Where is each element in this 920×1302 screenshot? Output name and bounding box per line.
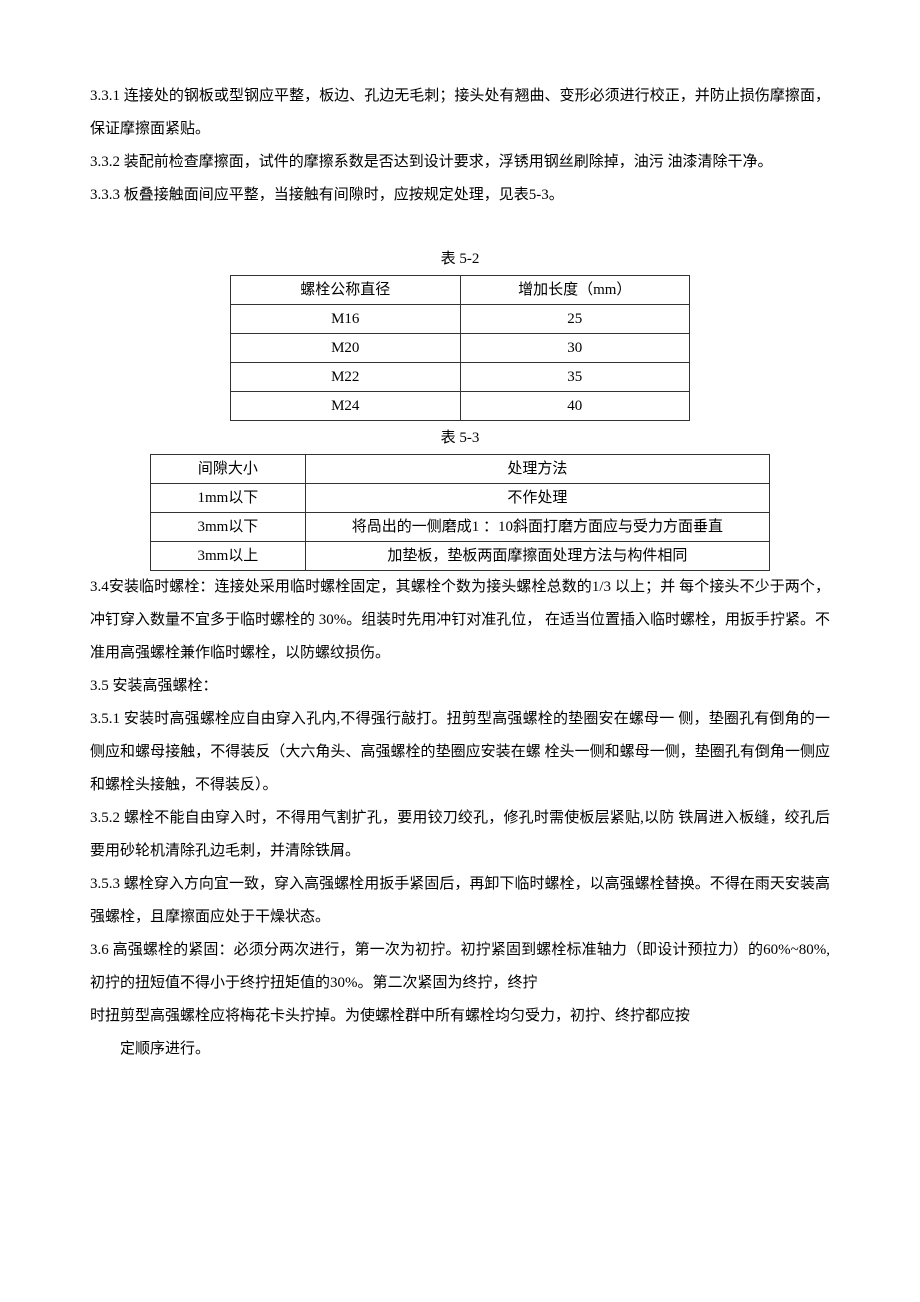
table-cell: 25: [460, 305, 690, 334]
table-cell: M20: [231, 334, 461, 363]
paragraph-3-5-2: 3.5.2 螺栓不能自由穿入时，不得用气割扩孔，要用铰刀绞孔，修孔时需使板层紧贴…: [90, 802, 830, 868]
table-row: 3mm以下 将咼出的一侧磨成1 ：10斜面打磨方面应与受力方面垂直: [151, 513, 770, 542]
table-row: 1mm以下 不作处理: [151, 484, 770, 513]
paragraph-3-4: 3.4安装临时螺栓：连接处采用临时螺栓固定，其螺栓个数为接头螺栓总数的1/3 以…: [90, 571, 830, 670]
table-cell: 35: [460, 363, 690, 392]
paragraph-3-6-line2: 时扭剪型高强螺栓应将梅花卡头拧掉。为使螺栓群中所有螺栓均匀受力，初拧、终拧都应按: [90, 1000, 830, 1033]
table-header-cell: 螺栓公称直径: [231, 276, 461, 305]
table-cell: 40: [460, 392, 690, 421]
table-cell: M22: [231, 363, 461, 392]
table-row: 螺栓公称直径 增加长度（mm）: [231, 276, 690, 305]
table-cell: 30: [460, 334, 690, 363]
paragraph-3-5-1: 3.5.1 安装时高强螺栓应自由穿入孔内,不得强行敲打。扭剪型高强螺栓的垫圈安在…: [90, 703, 830, 802]
table-cell: 1mm以下: [151, 484, 306, 513]
table-5-2: 螺栓公称直径 增加长度（mm） M16 25 M20 30 M22 35 M24…: [230, 275, 690, 421]
table-5-2-caption: 表 5-2: [90, 246, 830, 273]
table-header-cell: 增加长度（mm）: [460, 276, 690, 305]
paragraph-3-5: 3.5 安装高强螺栓：: [90, 670, 830, 703]
paragraph-3-5-3: 3.5.3 螺栓穿入方向宜一致，穿入高强螺栓用扳手紧固后，再卸下临时螺栓，以高强…: [90, 868, 830, 934]
table-row: M22 35: [231, 363, 690, 392]
table-5-3: 间隙大小 处理方法 1mm以下 不作处理 3mm以下 将咼出的一侧磨成1 ：10…: [150, 454, 770, 571]
table-row: 3mm以上 加垫板，垫板两面摩擦面处理方法与构件相同: [151, 542, 770, 571]
paragraph-3-6-line3: 定顺序进行。: [90, 1033, 830, 1066]
table-cell: M16: [231, 305, 461, 334]
table-row: M20 30: [231, 334, 690, 363]
table-row: 间隙大小 处理方法: [151, 455, 770, 484]
table-row: M16 25: [231, 305, 690, 334]
table-cell: M24: [231, 392, 461, 421]
table-header-cell: 间隙大小: [151, 455, 306, 484]
table-cell: 3mm以上: [151, 542, 306, 571]
table-cell: 不作处理: [305, 484, 769, 513]
table-5-3-caption: 表 5-3: [90, 425, 830, 452]
table-cell: 3mm以下: [151, 513, 306, 542]
paragraph-3-3-2: 3.3.2 装配前检查摩擦面，试件的摩擦系数是否达到设计要求，浮锈用钢丝刷除掉，…: [90, 146, 830, 179]
table-cell: 加垫板，垫板两面摩擦面处理方法与构件相同: [305, 542, 769, 571]
paragraph-3-3-1: 3.3.1 连接处的钢板或型钢应平整，板边、孔边无毛刺；接头处有翘曲、变形必须进…: [90, 80, 830, 146]
table-header-cell: 处理方法: [305, 455, 769, 484]
table-cell: 将咼出的一侧磨成1 ：10斜面打磨方面应与受力方面垂直: [305, 513, 769, 542]
paragraph-3-3-3: 3.3.3 板叠接触面间应平整，当接触有间隙时，应按规定处理，见表5-3。: [90, 179, 830, 212]
paragraph-3-6-line1: 3.6 高强螺栓的紧固：必须分两次进行，第一次为初拧。初拧紧固到螺栓标准轴力（即…: [90, 934, 830, 1000]
table-row: M24 40: [231, 392, 690, 421]
